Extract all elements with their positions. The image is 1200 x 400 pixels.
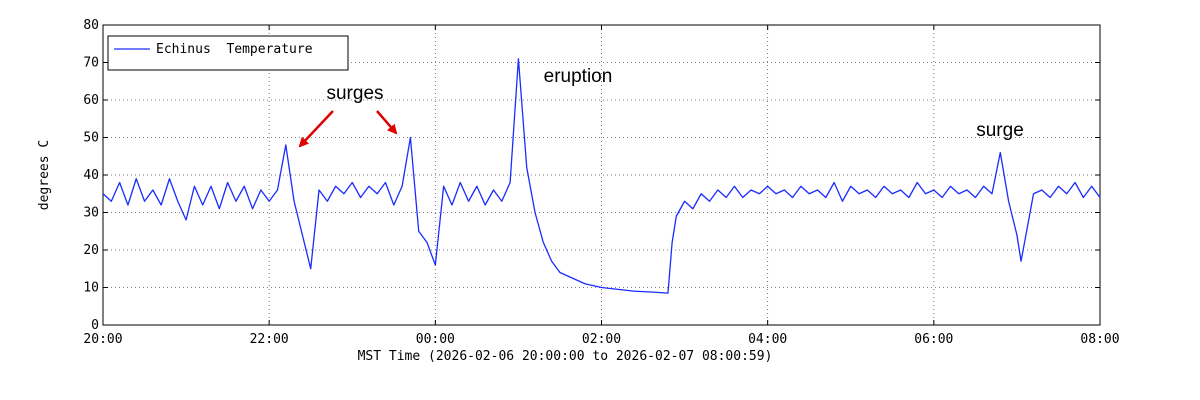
x-tick-label: 02:00 <box>582 332 621 347</box>
legend-label: Echinus Temperature <box>156 42 313 57</box>
x-tick-label: 00:00 <box>416 332 455 347</box>
x-tick-label: 08:00 <box>1080 332 1119 347</box>
y-tick-label: 30 <box>83 206 99 221</box>
x-tick-label: 22:00 <box>250 332 289 347</box>
arrow <box>376 110 398 135</box>
arrow <box>298 110 334 148</box>
y-tick-label: 80 <box>83 18 99 33</box>
annotation: eruption <box>544 66 613 87</box>
legend-box <box>107 35 349 71</box>
y-tick-label: 10 <box>83 281 99 296</box>
x-axis-label: MST Time (2026-02-06 20:00:00 to 2026-02… <box>358 349 773 364</box>
y-tick-label: 70 <box>83 56 99 71</box>
annotation: surge <box>976 120 1024 141</box>
legend: Echinus Temperature <box>107 35 349 71</box>
x-tick-label: 04:00 <box>748 332 787 347</box>
y-tick-label: 40 <box>83 168 99 183</box>
y-tick-label: 20 <box>83 243 99 258</box>
x-tick-label: 20:00 <box>83 332 122 347</box>
y-tick-label: 60 <box>83 93 99 108</box>
plot-frame <box>102 24 1101 326</box>
x-tick-label: 06:00 <box>914 332 953 347</box>
annotation: surges <box>326 83 383 104</box>
y-axis-label: degrees C <box>37 140 52 210</box>
data-line <box>102 58 1101 294</box>
y-tick-label: 50 <box>83 131 99 146</box>
y-tick-label: 0 <box>91 318 99 333</box>
